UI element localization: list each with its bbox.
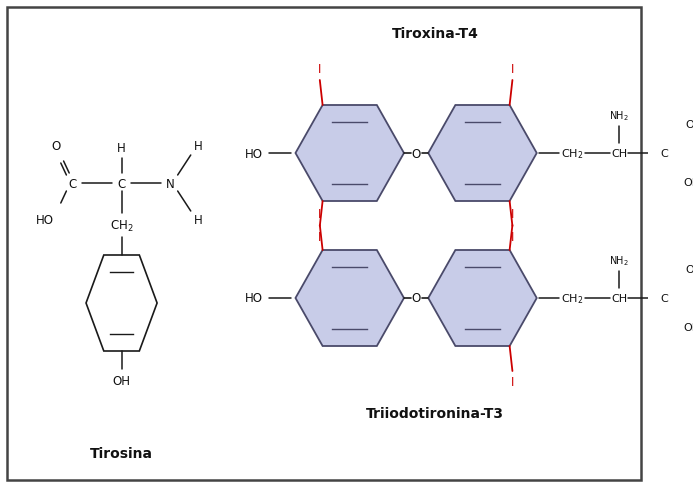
Text: I: I <box>511 63 514 76</box>
Text: O: O <box>412 147 421 160</box>
Polygon shape <box>86 256 157 351</box>
Text: NH$_2$: NH$_2$ <box>609 254 629 267</box>
Text: Tirosina: Tirosina <box>90 446 153 460</box>
Text: I: I <box>511 208 514 221</box>
Text: O: O <box>685 120 693 130</box>
Text: O: O <box>685 264 693 274</box>
Text: OH: OH <box>112 375 130 387</box>
Text: OH: OH <box>683 178 693 187</box>
Text: I: I <box>318 208 322 221</box>
Text: H: H <box>194 140 202 153</box>
Text: HO: HO <box>36 213 54 226</box>
Polygon shape <box>295 250 404 346</box>
Text: I: I <box>318 231 322 244</box>
Polygon shape <box>428 250 537 346</box>
Polygon shape <box>428 106 537 202</box>
Text: CH$_2$: CH$_2$ <box>109 218 133 233</box>
Text: Tiroxina-T4: Tiroxina-T4 <box>392 27 478 41</box>
Text: H: H <box>194 214 202 227</box>
Text: C: C <box>660 293 668 304</box>
Text: CH$_2$: CH$_2$ <box>561 291 584 305</box>
Text: NH$_2$: NH$_2$ <box>609 109 629 122</box>
Text: O: O <box>51 139 61 152</box>
Text: H: H <box>117 142 126 155</box>
Polygon shape <box>295 106 404 202</box>
Text: C: C <box>117 177 125 190</box>
Text: HO: HO <box>245 292 263 305</box>
Text: Triiodotironina-T3: Triiodotironina-T3 <box>366 406 504 420</box>
Text: CH: CH <box>611 149 627 159</box>
Text: I: I <box>511 231 514 244</box>
Text: CH: CH <box>611 293 627 304</box>
Text: I: I <box>318 63 322 76</box>
Text: O: O <box>412 292 421 305</box>
Text: OH: OH <box>683 323 693 332</box>
Text: CH$_2$: CH$_2$ <box>561 147 584 161</box>
Text: I: I <box>511 376 514 389</box>
Text: N: N <box>166 177 175 190</box>
Text: HO: HO <box>245 147 263 160</box>
Text: C: C <box>660 149 668 159</box>
Text: C: C <box>69 177 77 190</box>
